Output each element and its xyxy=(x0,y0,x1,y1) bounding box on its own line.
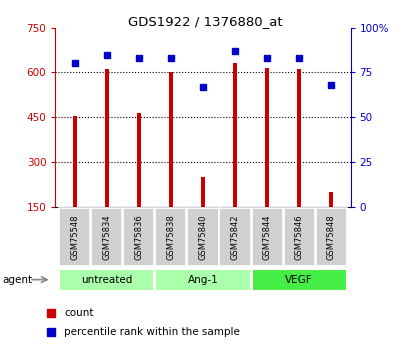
FancyBboxPatch shape xyxy=(251,208,282,266)
Bar xyxy=(137,113,140,207)
FancyBboxPatch shape xyxy=(155,269,250,290)
Text: GSM75844: GSM75844 xyxy=(262,215,271,260)
FancyBboxPatch shape xyxy=(283,208,314,266)
Text: percentile rank within the sample: percentile rank within the sample xyxy=(64,327,239,337)
Text: GSM75838: GSM75838 xyxy=(166,214,175,260)
Text: GSM75836: GSM75836 xyxy=(134,214,143,260)
FancyBboxPatch shape xyxy=(219,208,250,266)
Bar xyxy=(328,192,333,207)
Bar xyxy=(200,177,204,207)
FancyBboxPatch shape xyxy=(251,269,346,290)
Text: GDS1922 / 1376880_at: GDS1922 / 1376880_at xyxy=(127,16,282,29)
Text: GSM75846: GSM75846 xyxy=(294,214,303,260)
Bar xyxy=(297,69,300,207)
Text: GSM75842: GSM75842 xyxy=(230,215,239,260)
FancyBboxPatch shape xyxy=(123,208,154,266)
FancyBboxPatch shape xyxy=(59,269,154,290)
Text: GSM75848: GSM75848 xyxy=(326,214,335,260)
Bar xyxy=(105,69,108,207)
FancyBboxPatch shape xyxy=(315,208,346,266)
Bar xyxy=(169,72,172,207)
FancyBboxPatch shape xyxy=(91,208,122,266)
Text: GSM75834: GSM75834 xyxy=(102,214,111,260)
Text: VEGF: VEGF xyxy=(285,275,312,285)
Text: untreated: untreated xyxy=(81,275,132,285)
FancyBboxPatch shape xyxy=(187,208,218,266)
FancyBboxPatch shape xyxy=(59,208,90,266)
Bar xyxy=(265,68,268,207)
Bar xyxy=(233,63,236,207)
Bar xyxy=(72,116,76,207)
FancyBboxPatch shape xyxy=(155,208,186,266)
Text: count: count xyxy=(64,308,93,318)
Text: agent: agent xyxy=(2,275,32,285)
Text: GSM75840: GSM75840 xyxy=(198,215,207,260)
Text: Ang-1: Ang-1 xyxy=(187,275,218,285)
Text: GSM75548: GSM75548 xyxy=(70,215,79,260)
